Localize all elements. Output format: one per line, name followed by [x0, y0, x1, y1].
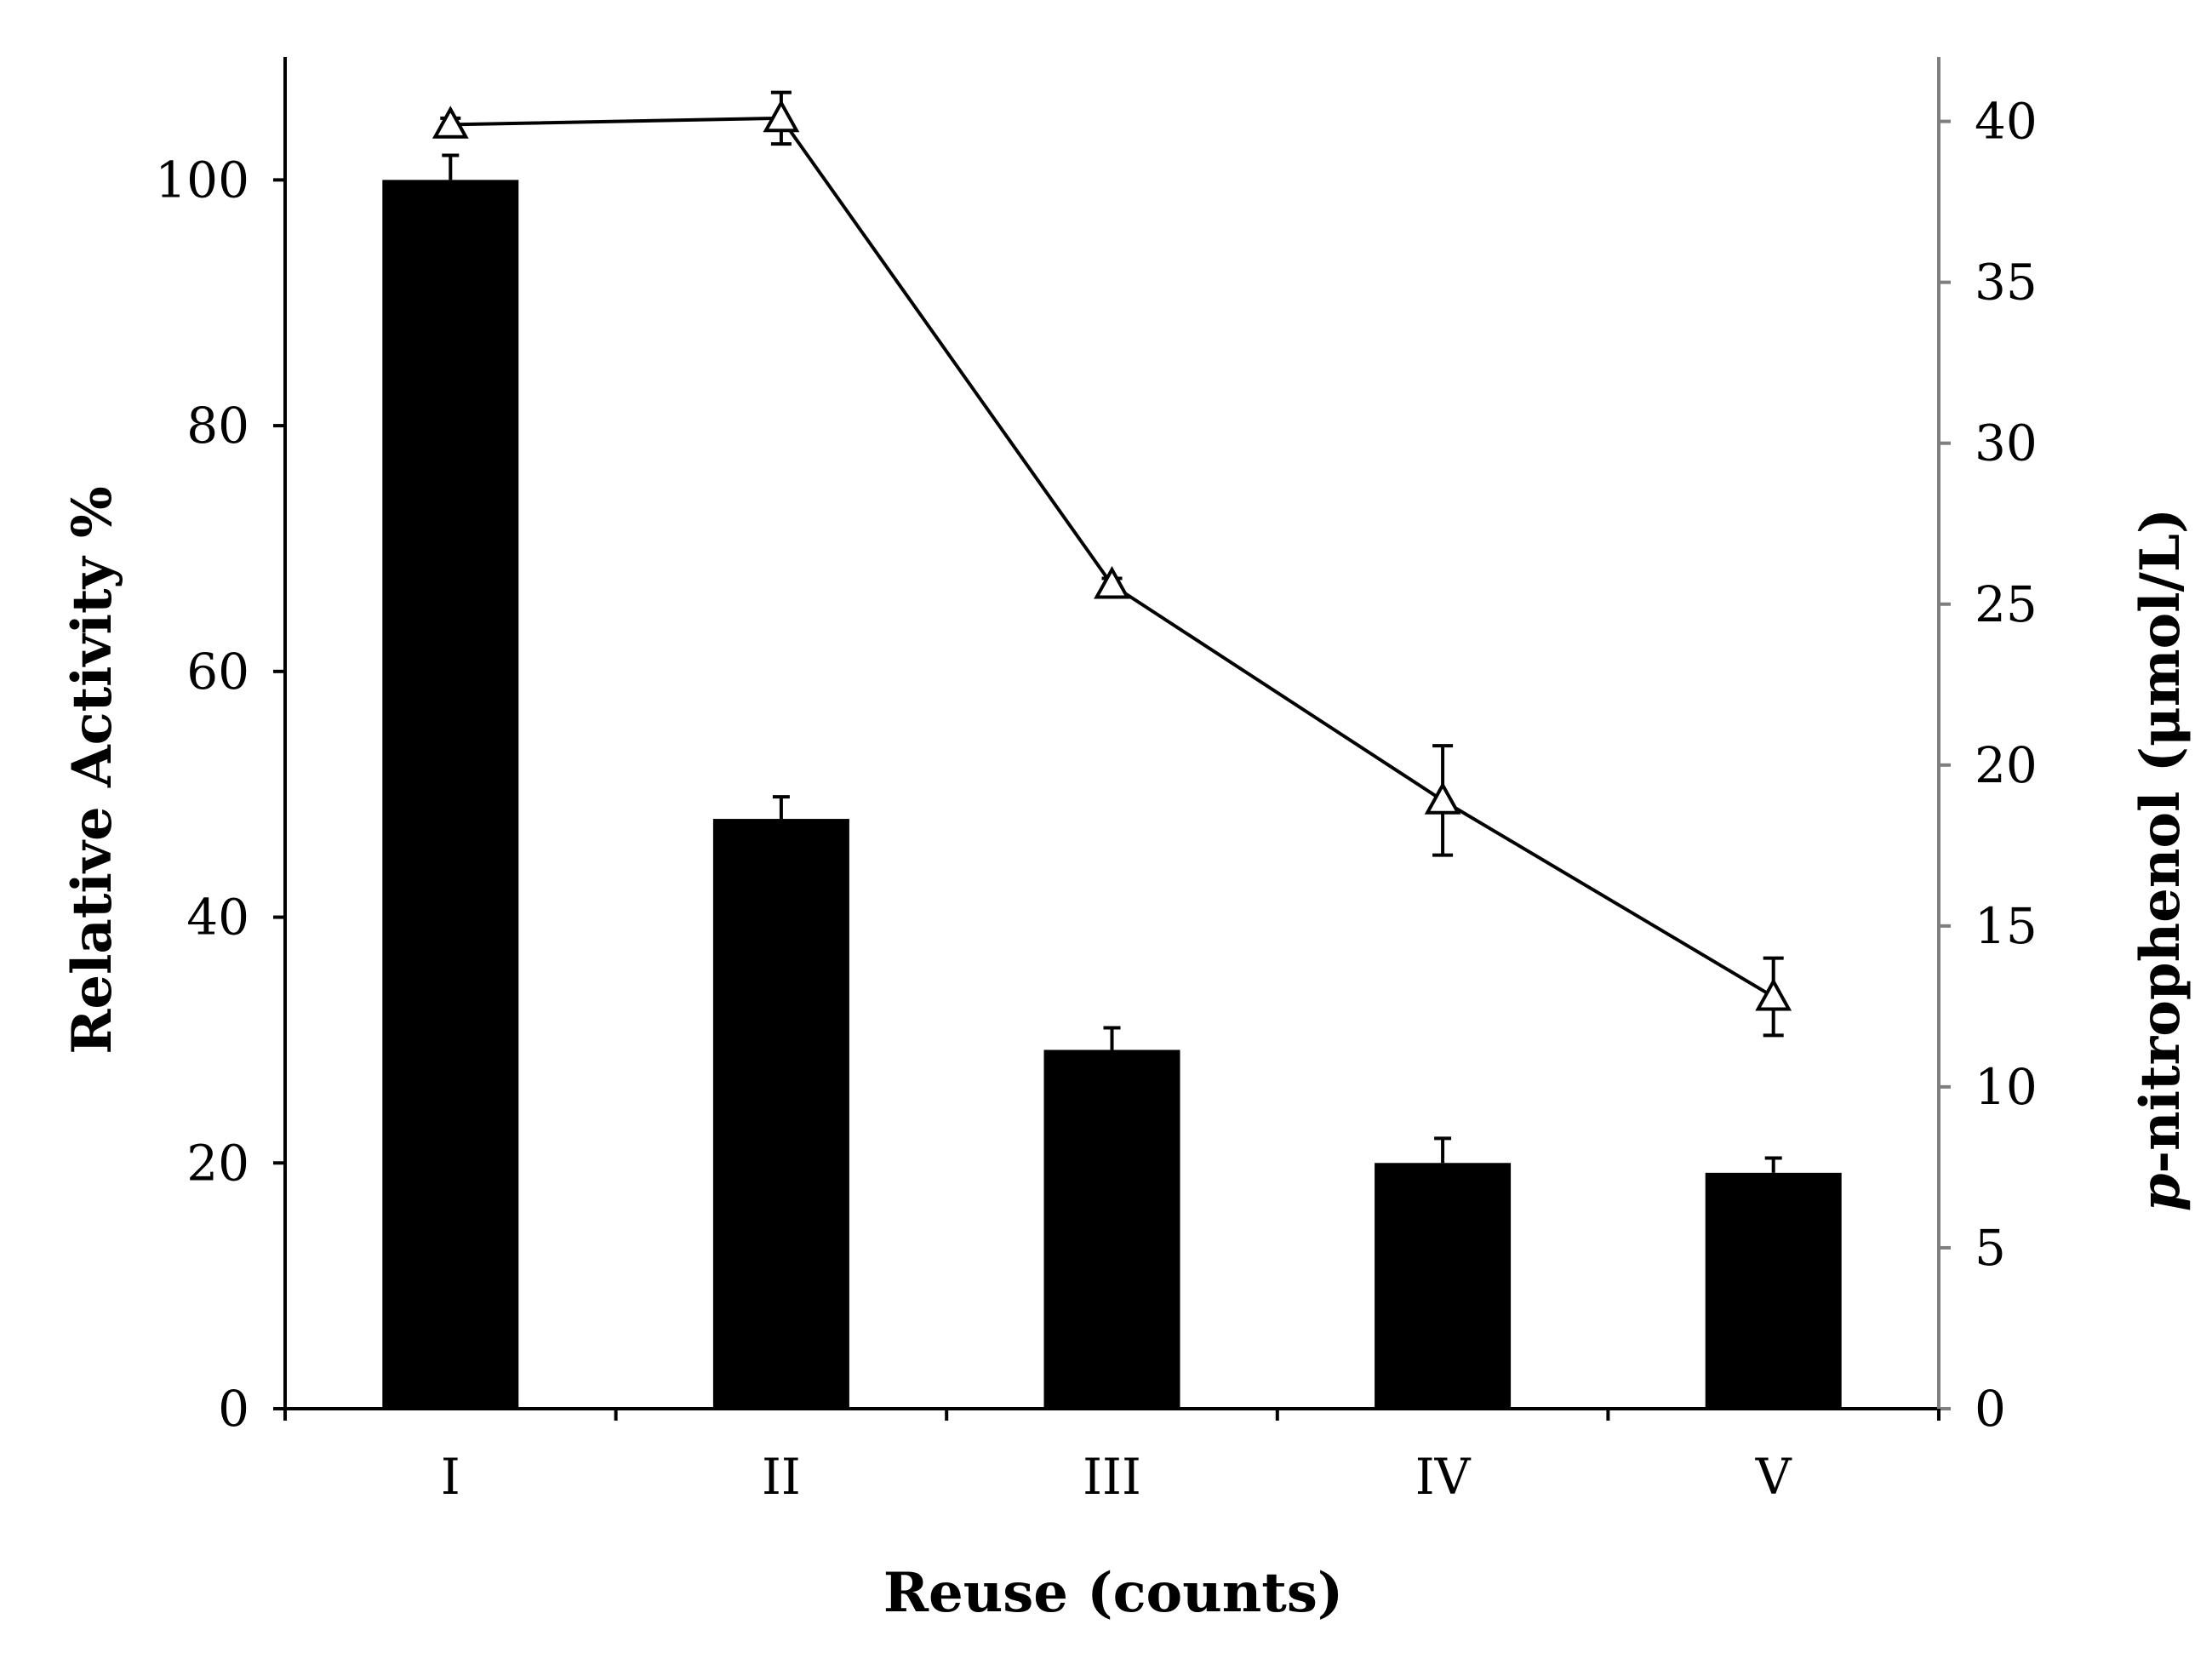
point-V — [1755, 977, 1792, 1011]
y2-tick-label: 20 — [1975, 736, 2038, 794]
y-tick-label: 100 — [155, 151, 249, 209]
bar-I — [382, 180, 519, 1409]
y2-tick-label: 0 — [1975, 1380, 2006, 1438]
y2-tick-label: 35 — [1975, 254, 2038, 312]
series-line — [450, 116, 1775, 998]
x-tick-label: III — [1083, 1448, 1141, 1506]
y2-axis-title-rest: -nitrophenol (μmol/L) — [2129, 508, 2192, 1174]
y2-tick-label: 10 — [1975, 1058, 2038, 1116]
y2-tick-label: 25 — [1975, 575, 2038, 633]
point-I — [432, 106, 469, 139]
x-tick-label: I — [441, 1448, 460, 1506]
x-tick-label: II — [762, 1448, 801, 1506]
y-tick-label: 0 — [218, 1380, 249, 1438]
y2-tick-label: 15 — [1975, 897, 2038, 955]
y2-axis-title: p-nitrophenol (μmol/L) — [2129, 508, 2192, 1211]
bar-IV — [1375, 1163, 1512, 1409]
y2-tick-label: 5 — [1975, 1219, 2006, 1277]
plot-area — [382, 90, 1842, 1409]
y2-axis-title-italic: p — [2129, 1173, 2192, 1211]
x-tick-label: IV — [1415, 1448, 1472, 1506]
x-axis-title: Reuse (counts) — [883, 1561, 1343, 1625]
y2-tick-label: 30 — [1975, 415, 2038, 472]
y2-tick-label: 40 — [1975, 93, 2038, 151]
y-tick-label: 20 — [186, 1134, 249, 1192]
axes — [273, 57, 1951, 1421]
bar-II — [712, 819, 849, 1409]
y-tick-label: 80 — [186, 397, 249, 455]
y-tick-label: 60 — [186, 643, 249, 701]
y-axis-title: Relative Activity % — [60, 486, 124, 1055]
y-tick-label: 40 — [186, 889, 249, 947]
bar-V — [1705, 1172, 1842, 1409]
bar-III — [1043, 1050, 1180, 1409]
point-IV — [1424, 781, 1461, 815]
point-II — [763, 99, 800, 133]
x-tick-label: V — [1755, 1448, 1792, 1506]
point-III — [1094, 565, 1130, 599]
